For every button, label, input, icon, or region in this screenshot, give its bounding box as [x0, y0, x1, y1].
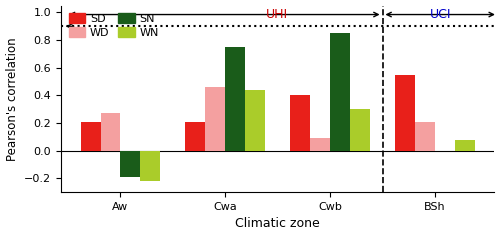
Bar	[330, 33, 350, 151]
Bar	[395, 75, 415, 151]
Bar	[140, 151, 160, 181]
Bar	[80, 122, 100, 151]
Bar	[186, 122, 206, 151]
Text: UCI: UCI	[430, 8, 451, 21]
Bar	[310, 138, 330, 151]
Bar	[100, 113, 120, 151]
Text: UHI: UHI	[266, 8, 287, 21]
Bar	[455, 140, 474, 151]
X-axis label: Climatic zone: Climatic zone	[236, 217, 320, 230]
Bar	[206, 87, 226, 151]
Bar	[350, 109, 370, 151]
Bar	[120, 151, 141, 177]
Bar	[290, 95, 310, 151]
Y-axis label: Pearson's correlation: Pearson's correlation	[6, 37, 18, 161]
Bar	[415, 122, 435, 151]
Bar	[245, 90, 265, 151]
Legend: SD, WD, SN, WN: SD, WD, SN, WN	[66, 11, 161, 40]
Bar	[226, 47, 245, 151]
